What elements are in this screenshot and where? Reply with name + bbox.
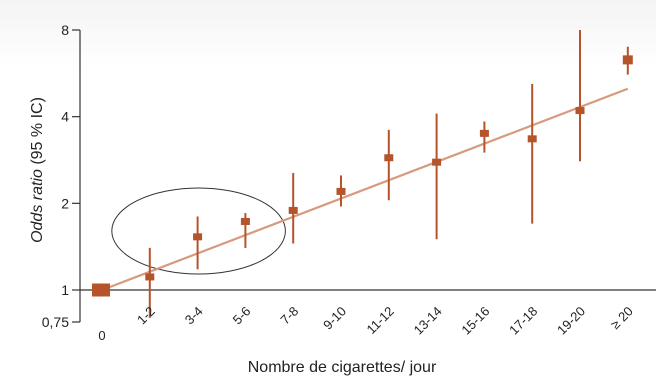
y-tick-label: 0,75 bbox=[42, 314, 69, 330]
y-axis-title-italic: Odds ratio bbox=[29, 169, 46, 243]
x-tick-label: ≥ 20 bbox=[607, 304, 635, 332]
labels-layer: 0,75 1 2 4 8 0 1-2 3-4 5-6 7-8 9-10 11-12 13-14 15-16… bbox=[29, 22, 636, 376]
data-point bbox=[527, 135, 537, 143]
y-tick-label: 4 bbox=[61, 109, 69, 125]
data-point bbox=[145, 273, 155, 281]
x-tick-label: 0 bbox=[98, 328, 105, 343]
data-point bbox=[575, 107, 585, 115]
x-tick-label: 13-14 bbox=[411, 304, 445, 338]
x-tick-label: 15-16 bbox=[458, 304, 492, 338]
data-point bbox=[240, 217, 250, 225]
data-point bbox=[336, 187, 346, 195]
data-point bbox=[622, 55, 633, 65]
x-tick-label: 9-10 bbox=[320, 304, 349, 333]
y-tick-label: 8 bbox=[61, 22, 69, 38]
series-layer bbox=[92, 30, 633, 318]
data-point bbox=[288, 206, 298, 214]
x-axis-title: Nombre de cigarettes/ jour bbox=[248, 359, 437, 376]
trend-layer bbox=[101, 87, 629, 292]
y-axis-title-rest: (95 % IC) bbox=[29, 97, 46, 169]
data-point bbox=[432, 158, 442, 166]
x-tick-label: 19-20 bbox=[554, 304, 588, 338]
axes-layer bbox=[72, 29, 656, 323]
x-tick-label: 17-18 bbox=[506, 304, 540, 338]
data-point bbox=[384, 154, 394, 162]
highlight-ellipse bbox=[111, 187, 286, 275]
data-point bbox=[193, 233, 203, 241]
y-tick-label: 2 bbox=[61, 195, 69, 211]
x-tick-label: 11-12 bbox=[363, 304, 396, 337]
x-tick-label: 7-8 bbox=[277, 304, 301, 328]
data-point bbox=[92, 283, 110, 297]
x-tick-label: 3-4 bbox=[182, 304, 206, 328]
y-tick-label: 1 bbox=[61, 282, 69, 298]
data-point bbox=[479, 129, 489, 137]
x-tick-label: 1-2 bbox=[134, 304, 158, 328]
y-axis-title: Odds ratio (95 % IC) bbox=[29, 97, 46, 243]
trend-line bbox=[101, 87, 629, 292]
annotation-layer bbox=[111, 187, 286, 275]
x-tick-label: 5-6 bbox=[230, 304, 254, 328]
